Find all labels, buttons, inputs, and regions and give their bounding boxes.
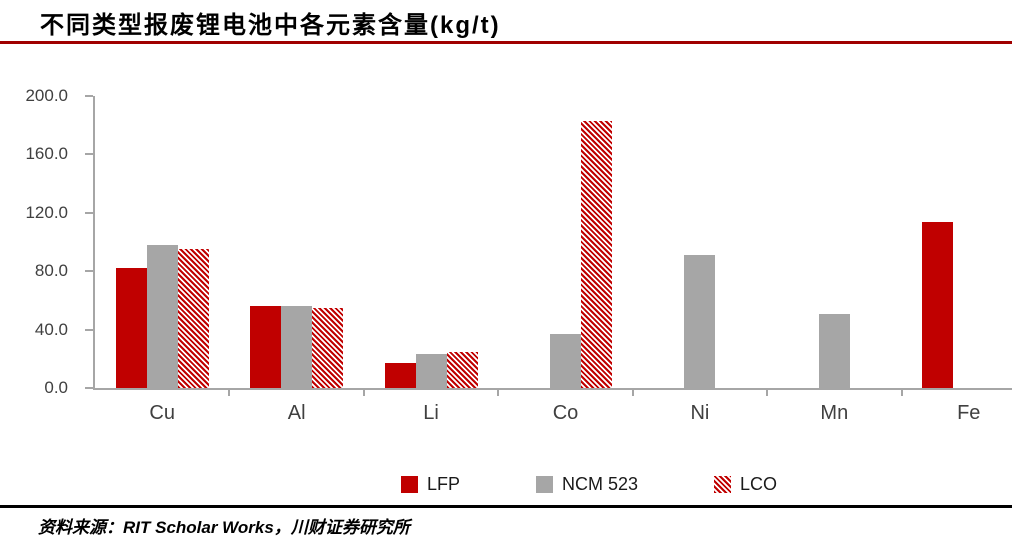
x-category-label-fe: Fe <box>957 402 981 424</box>
y-tick-label-80.0: 80.0 <box>34 261 68 281</box>
lfp-swatch-icon <box>401 476 418 493</box>
y-tick-mark <box>85 153 93 156</box>
chart-title: 不同类型报废锂电池中各元素含量(kg/t) <box>40 12 501 39</box>
x-tick-mark <box>228 388 231 396</box>
legend-label-ncm523: NCM 523 <box>562 474 639 494</box>
chart-legend: LFP NCM 523 LCO <box>401 474 777 495</box>
y-tick-mark <box>85 95 93 97</box>
legend-label-lco: LCO <box>740 474 778 494</box>
bar-ncm523-mn <box>818 313 850 388</box>
y-axis: 0.0 40.0 80.0 120.0 160.0 200.0 <box>0 86 95 397</box>
bar-ncm523-co <box>549 334 581 388</box>
bar-group-co <box>498 96 632 388</box>
x-category-label-cu: Cu <box>149 402 175 424</box>
bar-lfp-cu <box>115 268 147 388</box>
bar-ncm523-al <box>281 306 313 388</box>
lco-swatch-icon <box>714 476 732 493</box>
x-tick-mark <box>362 388 365 396</box>
category-cell-cu: Cu <box>95 96 231 424</box>
y-axis-line <box>93 96 95 390</box>
title-underline-rule <box>0 41 1012 44</box>
bar-group-fe <box>902 96 1012 388</box>
bar-lfp-al <box>250 306 282 388</box>
bar-lco-cu <box>177 249 209 388</box>
legend-item-ncm523: NCM 523 <box>536 474 638 495</box>
bar-ncm523-ni <box>684 255 716 388</box>
category-cell-li: Li <box>364 96 500 424</box>
bar-lfp-fe <box>922 221 954 388</box>
x-category-label-al: Al <box>287 402 306 424</box>
category-cell-mn: Mn <box>767 96 903 424</box>
bar-lco-li <box>446 351 478 388</box>
y-tick-label-40.0: 40.0 <box>34 319 68 339</box>
y-tick-mark <box>85 387 93 389</box>
y-tick-label-200.0: 200.0 <box>25 86 68 105</box>
category-cell-ni: Ni <box>633 96 769 424</box>
category-cell-fe: Fe <box>902 96 1012 424</box>
bar-lco-co <box>580 120 612 388</box>
bar-ncm523-li <box>415 354 447 388</box>
bar-group-al <box>229 96 363 388</box>
legend-item-lfp: LFP <box>401 474 460 495</box>
bar-group-cu <box>95 96 229 388</box>
y-tick-label-160.0: 160.0 <box>25 144 68 164</box>
x-category-label-co: Co <box>552 402 579 424</box>
category-cell-al: Al <box>229 96 365 424</box>
y-tick-label-0.0: 0.0 <box>44 378 68 397</box>
legend-label-lfp: LFP <box>427 474 461 494</box>
bar-group-mn <box>767 96 901 388</box>
ncm523-swatch-icon <box>536 476 554 493</box>
x-tick-mark <box>900 388 903 396</box>
y-tick-mark <box>85 270 93 273</box>
x-category-label-ni: Ni <box>690 402 710 424</box>
y-tick-mark <box>85 211 93 214</box>
bar-group-ni <box>633 96 767 388</box>
legend-item-lco: LCO <box>714 474 777 495</box>
footer-rule <box>0 505 1012 508</box>
bar-group-li <box>364 96 498 388</box>
category-cell-co: Co <box>498 96 634 424</box>
x-tick-mark <box>497 388 500 396</box>
bar-lco-al <box>312 307 344 388</box>
x-category-label-mn: Mn <box>820 402 849 424</box>
y-tick-mark <box>85 328 93 331</box>
x-tick-mark <box>631 388 634 396</box>
bar-lfp-li <box>384 363 416 388</box>
plot-area: Cu Al Li Co Ni Mn Fe <box>95 96 1012 424</box>
x-axis-line <box>93 388 1012 390</box>
x-tick-mark <box>766 388 769 396</box>
x-category-label-li: Li <box>423 402 439 424</box>
source-note: 资料来源：RIT Scholar Works，川财证券研究所 <box>38 518 410 537</box>
y-tick-label-120.0: 120.0 <box>25 202 68 222</box>
bar-ncm523-cu <box>146 244 178 388</box>
